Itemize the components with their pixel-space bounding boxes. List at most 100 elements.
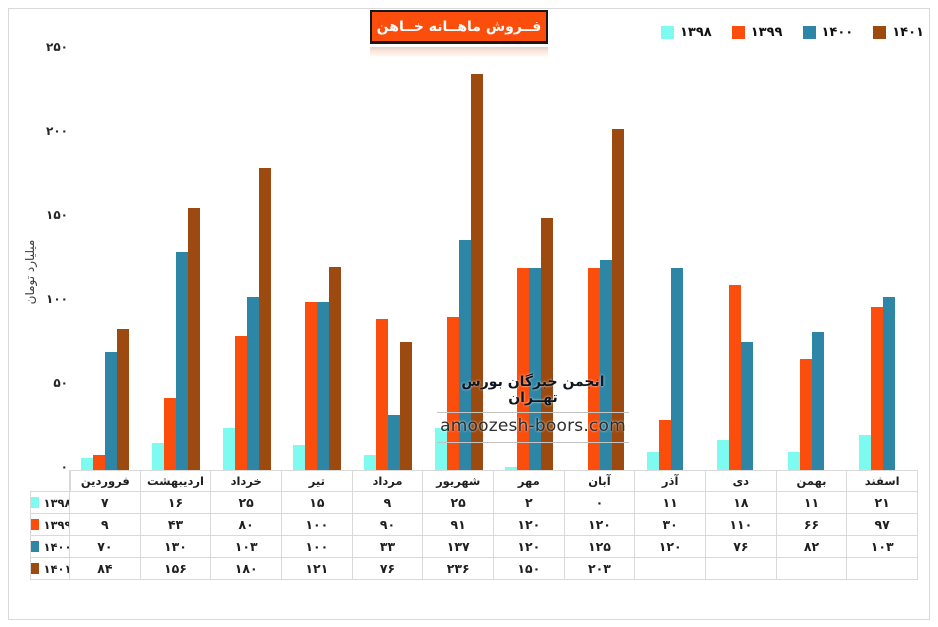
month-header-cell: دی — [705, 470, 777, 492]
value-cell: ۱۲۱ — [281, 558, 353, 580]
value-cell — [847, 558, 918, 580]
bar-۱۳۹۸ — [293, 444, 306, 470]
year-header-cell: ۱۳۹۸ — [30, 492, 70, 514]
month-header-cell: شهریور — [423, 470, 494, 492]
year-swatch — [31, 519, 40, 530]
bar-۱۴۰۱ — [612, 128, 625, 470]
value-cell: ۸۴ — [70, 558, 141, 580]
bar-group-4 — [282, 50, 353, 470]
value-cell: ۲۱ — [847, 492, 918, 514]
chart-outer-border — [8, 8, 930, 620]
legend-swatch — [873, 25, 887, 39]
value-cell: ۱۱ — [635, 492, 706, 514]
bar-۱۴۰۰ — [670, 268, 683, 470]
value-cell: ۱۲۰ — [493, 536, 565, 558]
value-cell: ۱۵ — [281, 492, 353, 514]
watermark-association-text: انجمن خبرگان بورس تهــران — [461, 374, 605, 406]
value-cell: ۲ — [493, 492, 565, 514]
value-cell: ۱۶ — [140, 492, 212, 514]
bar-۱۳۹۹ — [234, 335, 247, 470]
watermark-divider-top — [437, 412, 629, 413]
y-axis-title: میلیارد تومان — [23, 239, 37, 305]
bar-۱۳۹۹ — [658, 419, 671, 470]
month-header-cell: مهر — [493, 470, 565, 492]
year-header-cell: ۱۴۰۱ — [30, 558, 70, 580]
value-cell: ۲۵ — [211, 492, 282, 514]
year-swatch — [31, 541, 40, 552]
value-cell: ۱۳۰ — [140, 536, 212, 558]
year-label: ۱۴۰۱ — [43, 561, 70, 576]
bar-۱۳۹۹ — [376, 318, 389, 470]
bar-group-7 — [494, 50, 565, 470]
year-header-cell: ۱۳۹۹ — [30, 514, 70, 536]
y-tick-label: ۲۵۰ — [46, 40, 68, 54]
year-label: ۱۳۹۹ — [43, 517, 70, 532]
legend-item-۱۴۰۱: ۱۴۰۱ — [873, 25, 924, 40]
bar-۱۳۹۸ — [858, 434, 871, 470]
bar-۱۴۰۰ — [812, 332, 825, 470]
bar-۱۳۹۹ — [93, 454, 106, 470]
value-cell: ۱۰۳ — [211, 536, 282, 558]
value-cell: ۹ — [70, 514, 141, 536]
bar-۱۳۹۸ — [788, 451, 801, 470]
bar-group-3 — [211, 50, 282, 470]
bar-۱۳۹۹ — [588, 268, 601, 470]
value-cell: ۹۷ — [847, 514, 918, 536]
bar-group-10 — [706, 50, 777, 470]
bar-۱۳۹۸ — [717, 439, 730, 470]
value-cell — [776, 558, 848, 580]
month-header-cell: بهمن — [776, 470, 848, 492]
value-cell: ۱۸۰ — [211, 558, 282, 580]
y-tick-label: ۱۰۰ — [46, 292, 68, 306]
chart-title: فــروش ماهــانه خــاهن — [370, 10, 548, 44]
value-cell: ۱۰۰ — [281, 536, 353, 558]
legend-swatch — [731, 25, 745, 39]
year-swatch — [31, 563, 40, 574]
value-cell: ۹ — [352, 492, 424, 514]
value-cell: ۳۰ — [635, 514, 706, 536]
legend-label: ۱۳۹۸ — [680, 24, 712, 40]
legend-swatch — [661, 25, 674, 39]
value-cell: ۱۸ — [705, 492, 777, 514]
legend-swatch — [802, 25, 816, 39]
value-cell: ۷۶ — [352, 558, 424, 580]
bar-۱۴۰۱ — [541, 218, 554, 470]
bar-group-8 — [565, 50, 636, 470]
value-cell: ۱۲۵ — [564, 536, 636, 558]
value-cell: ۹۰ — [352, 514, 424, 536]
legend-item-۱۳۹۸: ۱۳۹۸ — [661, 25, 712, 40]
bar-۱۳۹۹ — [870, 307, 883, 470]
bar-group-11 — [777, 50, 848, 470]
legend-item-۱۴۰۰: ۱۴۰۰ — [802, 25, 853, 40]
month-header-cell: تیر — [281, 470, 353, 492]
legend-label: ۱۳۹۹ — [750, 24, 783, 40]
bar-۱۳۹۸ — [505, 466, 518, 470]
chart-title-reflection — [370, 47, 548, 58]
value-cell: ۳۳ — [352, 536, 424, 558]
bar-group-12 — [847, 50, 918, 470]
value-cell: ۷۰ — [70, 536, 141, 558]
bar-group-1 — [70, 50, 141, 470]
bar-group-5 — [353, 50, 424, 470]
year-label: ۱۴۰۰ — [43, 539, 70, 554]
bar-۱۴۰۰ — [741, 342, 754, 470]
bar-۱۴۰۱ — [329, 266, 342, 470]
bar-۱۴۰۰ — [882, 296, 895, 470]
month-header-cell: خرداد — [211, 470, 282, 492]
bar-۱۴۰۱ — [470, 73, 483, 470]
value-cell: ۱۲۰ — [493, 514, 565, 536]
bar-۱۴۰۰ — [529, 268, 542, 470]
value-cell — [705, 558, 777, 580]
bar-۱۳۹۹ — [517, 268, 530, 470]
month-header-cell: مرداد — [352, 470, 424, 492]
bar-۱۴۰۱ — [188, 207, 200, 470]
value-cell: ۱۳۷ — [423, 536, 494, 558]
data-table: فروردین اردیبهشت خرداد تیر مرداد شهریور مهر آبا… — [30, 470, 918, 580]
month-header-cell: آبان — [564, 470, 636, 492]
bar-۱۳۹۹ — [164, 397, 176, 470]
bar-۱۳۹۹ — [446, 317, 459, 470]
y-tick-label: ۲۰۰ — [46, 124, 68, 138]
year-swatch — [31, 497, 40, 508]
value-cell — [635, 558, 706, 580]
